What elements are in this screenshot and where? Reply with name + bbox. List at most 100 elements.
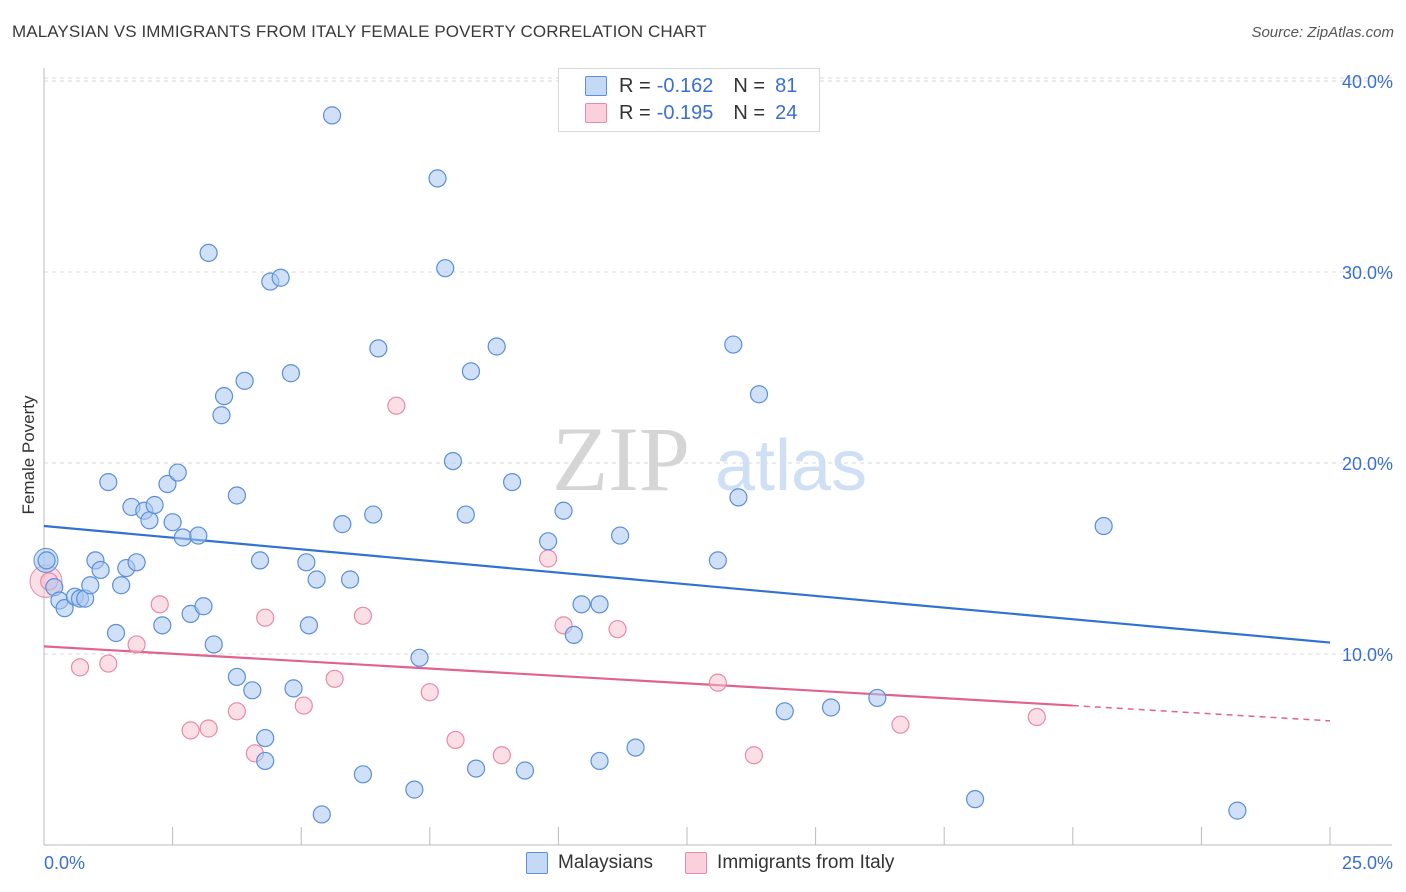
trend-lines xyxy=(43,524,1331,722)
data-point-malaysians xyxy=(369,339,388,358)
data-point-malaysians xyxy=(461,362,481,381)
data-point-italy xyxy=(387,396,406,415)
data-point-malaysians xyxy=(515,761,535,780)
data-point-malaysians xyxy=(140,511,159,530)
data-point-malaysians xyxy=(729,488,748,507)
data-point-malaysians xyxy=(227,667,246,687)
data-point-italy xyxy=(256,608,275,627)
data-point-malaysians xyxy=(708,551,727,570)
data-point-malaysians xyxy=(256,751,275,771)
data-point-malaysians xyxy=(364,505,383,524)
data-point-malaysians xyxy=(312,805,331,824)
data-point-malaysians xyxy=(204,635,223,654)
data-point-italy xyxy=(127,635,146,654)
data-point-malaysians xyxy=(749,385,769,404)
legend-r-value: -0.195 xyxy=(656,101,714,124)
legend-swatch-pink xyxy=(585,103,607,123)
legend-row-malaysians: R = -0.162 N = 81 xyxy=(585,73,797,99)
legend-r-label: R = xyxy=(619,101,651,124)
y-tick-labels: 10.0% 20.0% 30.0% 40.0% xyxy=(1342,72,1393,665)
data-point-malaysians xyxy=(821,698,841,717)
trend-line-malaysians xyxy=(43,524,1331,644)
x-tick-label-min: 0.0% xyxy=(44,853,85,873)
data-point-malaysians xyxy=(256,728,275,748)
source-label: Source: ZipAtlas.com xyxy=(1251,24,1394,41)
data-point-malaysians xyxy=(55,599,74,618)
data-point-malaysians xyxy=(503,473,522,492)
series-legend: Malaysians Immigrants from Italy xyxy=(526,852,926,874)
data-point-malaysians xyxy=(333,515,352,534)
data-point-italy xyxy=(294,696,313,715)
legend-n-label: N = xyxy=(733,101,766,124)
y-tick-label: 30.0% xyxy=(1342,263,1393,283)
legend-r-label: R = xyxy=(619,74,651,97)
data-point-malaysians xyxy=(456,505,475,524)
data-point-malaysians xyxy=(189,526,208,545)
data-point-italy xyxy=(325,669,344,688)
watermark-zip: ZIP xyxy=(552,408,690,510)
data-point-italy xyxy=(539,549,558,568)
data-point-malaysians xyxy=(724,335,743,354)
data-point-italy xyxy=(891,715,910,734)
data-point-malaysians xyxy=(436,259,455,278)
data-point-malaysians xyxy=(163,513,182,532)
data-point-malaysians xyxy=(353,765,373,784)
data-point-malaysians xyxy=(539,532,558,551)
data-point-malaysians xyxy=(428,169,447,188)
data-point-italy xyxy=(353,606,373,625)
y-axis-label: Female Poverty xyxy=(19,395,38,515)
legend-n-value: 81 xyxy=(775,74,798,97)
data-point-malaysians xyxy=(590,751,609,771)
legend-item-malaysians: Malaysians xyxy=(526,852,653,874)
trend-line-italy-extension xyxy=(1072,704,1331,722)
data-point-malaysians xyxy=(564,625,583,645)
data-point-malaysians xyxy=(127,553,146,572)
data-point-malaysians xyxy=(487,337,506,356)
data-point-malaysians xyxy=(868,688,887,708)
legend-label-italy: Immigrants from Italy xyxy=(717,852,895,873)
legend-swatch-blue xyxy=(585,76,607,96)
data-point-italy xyxy=(492,746,511,765)
data-point-malaysians xyxy=(572,595,591,614)
data-point-malaysians xyxy=(106,623,126,643)
data-point-malaysians xyxy=(281,364,301,383)
data-point-italy xyxy=(708,673,727,692)
data-point-malaysians xyxy=(158,474,177,494)
trend-line-italy xyxy=(43,645,1073,707)
data-point-malaysians xyxy=(340,570,360,589)
data-point-malaysians xyxy=(91,560,110,580)
data-point-italy xyxy=(1027,707,1046,727)
data-point-malaysians xyxy=(410,648,429,667)
data-point-malaysians xyxy=(443,451,463,471)
data-point-malaysians xyxy=(194,597,213,616)
legend-n-value: 24 xyxy=(775,101,798,124)
data-point-malaysians xyxy=(153,616,172,635)
data-point-malaysians xyxy=(212,406,231,425)
data-point-malaysians xyxy=(173,528,192,547)
data-point-italy xyxy=(608,620,627,639)
data-point-italy xyxy=(446,730,465,750)
data-point-italy xyxy=(70,658,90,677)
chart-title: MALAYSIAN VS IMMIGRANTS FROM ITALY FEMAL… xyxy=(12,22,707,41)
data-point-malaysians xyxy=(214,387,234,406)
data-point-malaysians xyxy=(297,553,316,572)
data-point-malaysians xyxy=(299,616,319,635)
data-point-malaysians xyxy=(466,759,486,778)
data-point-malaysians xyxy=(235,371,254,390)
legend-swatch-pink xyxy=(685,852,708,874)
y-tick-label: 10.0% xyxy=(1342,645,1393,665)
data-point-malaysians xyxy=(284,679,303,698)
legend-r-value: -0.162 xyxy=(656,74,714,97)
legend-n-label: N = xyxy=(733,74,766,97)
legend-label-malaysians: Malaysians xyxy=(558,852,654,873)
data-point-malaysians xyxy=(611,526,630,545)
data-points xyxy=(29,106,1247,824)
data-point-malaysians xyxy=(227,486,246,505)
data-point-malaysians xyxy=(271,268,290,287)
x-tick-label-max: 25.0% xyxy=(1342,853,1393,873)
data-point-malaysians xyxy=(590,595,609,614)
data-point-malaysians xyxy=(1094,516,1113,536)
data-point-malaysians xyxy=(145,495,164,515)
data-point-italy xyxy=(227,702,246,721)
